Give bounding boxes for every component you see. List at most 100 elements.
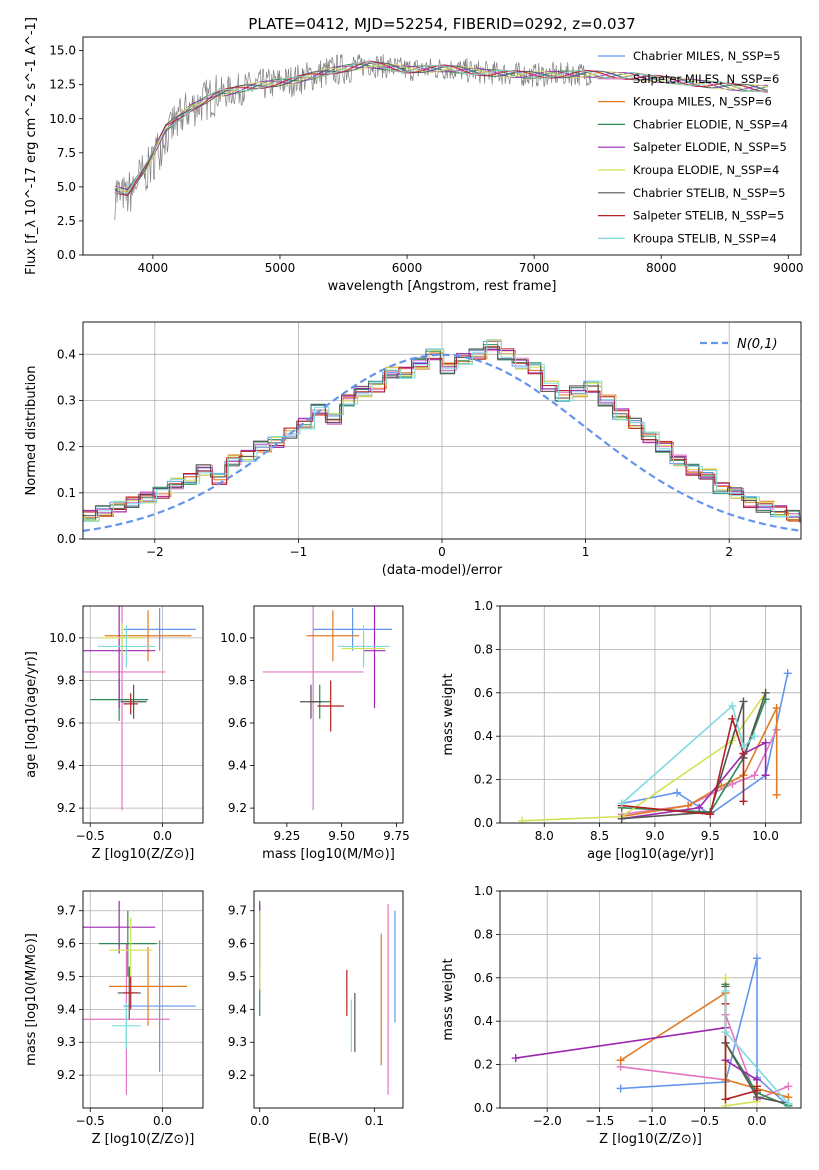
x-tick-label: 0.0 [153, 1114, 172, 1128]
plot-area [83, 606, 196, 811]
y-tick-label: 0.8 [474, 642, 493, 656]
mass-weight-series [621, 704, 756, 805]
y-tick-label: 0.2 [474, 773, 493, 787]
x-tick-label: −2.0 [533, 1114, 562, 1128]
axes-frame [253, 890, 404, 1109]
data-point-marker [772, 703, 781, 712]
histogram-series [83, 339, 801, 521]
y-tick-label: 10.0 [220, 631, 247, 645]
axes-frame [82, 890, 204, 1109]
y-tick-label: 9.2 [57, 1068, 76, 1082]
data-point-marker [721, 973, 730, 982]
y-tick-label: 0.4 [474, 729, 493, 743]
data-point-marker [750, 771, 759, 780]
y-tick-label: 0.0 [57, 532, 76, 546]
x-axis-label: E(B-V) [308, 1132, 348, 1147]
y-tick-label: 9.2 [228, 801, 247, 815]
y-tick-label: 9.2 [228, 1068, 247, 1082]
plot-area [83, 900, 196, 1095]
data-point-marker [684, 801, 693, 810]
panel-spectrum: 4000 5000 6000 7000 8000 9000 0.0 2.5 5.0 7.5 10.0… [24, 15, 804, 294]
y-tick-label: 0.3 [57, 393, 76, 407]
legend-entry: Chabrier STELIB, N_SSP=5 [633, 186, 785, 200]
y-tick-label: 9.3 [228, 1035, 247, 1049]
plot-area [518, 669, 792, 823]
x-axis-label: Z [log10(Z/Z⊙)] [92, 847, 195, 862]
y-tick-label: 0.0 [474, 816, 493, 830]
y-tick-label: 0.1 [57, 486, 76, 500]
data-point-marker [761, 688, 770, 697]
panel-mass-vs-Z: −0.5 0.0 9.2 9.3 9.4 9.5 9.6 9.7 Z [log10(Z/Z⊙)]… [24, 890, 204, 1147]
x-tick-label: 0.1 [365, 1114, 384, 1128]
x-axis-label: mass [log10(M/M⊙)] [262, 847, 395, 862]
data-point-marker [721, 1028, 730, 1037]
axes-frame [82, 321, 802, 540]
x-axis-label: age [log10(age/yr)] [587, 847, 714, 862]
data-point-marker [721, 986, 730, 995]
histogram-series [83, 346, 801, 525]
histogram-series [83, 339, 801, 522]
x-tick-label: 9.25 [274, 829, 301, 843]
x-tick-label: 1 [582, 545, 590, 559]
y-tick-label: 7.5 [57, 146, 76, 160]
y-tick-label: 0.2 [57, 440, 76, 454]
data-spectrum-line [114, 54, 592, 221]
data-point-marker [784, 1099, 793, 1108]
histogram-series [83, 340, 801, 522]
x-axis-label: wavelength [Angstrom, rest frame] [328, 279, 557, 294]
y-tick-label: 0.0 [474, 1101, 493, 1115]
data-point-marker [739, 743, 748, 752]
x-tick-label: 8000 [646, 261, 677, 275]
y-tick-label: 9.6 [228, 716, 247, 730]
panel-age-vs-Z: −0.5 0.0 9.2 9.4 9.6 9.8 10.0 Z [log10(Z/Z⊙)] ag… [24, 605, 204, 862]
legend-entry: Kroupa STELIB, N_SSP=4 [633, 231, 777, 245]
model-spectrum-line [114, 63, 769, 194]
axes-frame [253, 605, 404, 824]
data-point-marker [721, 1095, 730, 1104]
axes-frame [499, 605, 802, 824]
data-point-marker [739, 697, 748, 706]
y-tick-label: 2.5 [57, 214, 76, 228]
histogram-series [83, 347, 801, 523]
legend: N(0,1) [700, 337, 778, 352]
histogram-series [83, 349, 801, 527]
x-tick-label: 9.75 [383, 829, 410, 843]
data-point-marker [784, 1082, 793, 1091]
y-tick-label: 9.3 [57, 1035, 76, 1049]
data-point-marker [772, 790, 781, 799]
x-tick-label: −2 [146, 545, 164, 559]
plot-area [114, 54, 769, 221]
x-tick-label: 7000 [519, 261, 550, 275]
panel-residuals: −2 −1 0 1 2 0.0 0.1 0.2 0.3 0.4 (data-model)/error… [24, 321, 802, 578]
x-tick-label: −1 [290, 545, 308, 559]
x-axis-label: Z [log10(Z/Z⊙)] [92, 1132, 195, 1147]
y-axis-label: Normed distribution [24, 366, 39, 496]
y-tick-label: 9.6 [228, 937, 247, 951]
y-axis-label: mass weight [441, 673, 456, 755]
y-tick-label: 0.2 [474, 1058, 493, 1072]
y-axis-label: mass [log10(M/M⊙)] [24, 933, 39, 1066]
x-tick-label: −0.5 [76, 829, 105, 843]
x-tick-label: 9.5 [701, 829, 720, 843]
y-axis-label: age [log10(age/yr)] [24, 651, 39, 778]
mass-weight-series [621, 729, 778, 816]
plot-area [262, 606, 393, 811]
y-tick-label: 0.4 [474, 1014, 493, 1028]
y-tick-label: 9.6 [57, 716, 76, 730]
y-axis-label: mass weight [441, 958, 456, 1040]
x-tick-label: 6000 [392, 261, 423, 275]
x-tick-label: 0 [438, 545, 446, 559]
data-point-marker [752, 954, 761, 963]
data-point-marker [617, 799, 626, 808]
panel-mass-weight-vs-Z: −2.0 −1.5 −1.0 −0.5 0.0 0.0 0.2 0.4 0.6 0.8 1.0 Z [… [441, 884, 802, 1147]
x-axis-label: (data-model)/error [382, 563, 503, 578]
plot-area [511, 954, 793, 1108]
data-point-marker [750, 732, 759, 741]
plot-area [83, 339, 801, 532]
data-point-marker [617, 814, 626, 823]
legend-entry: Chabrier MILES, N_SSP=5 [633, 49, 780, 63]
model-spectrum-line [114, 61, 769, 194]
y-tick-label: 9.5 [57, 969, 76, 983]
data-point-marker [752, 1082, 761, 1091]
legend-entry: N(0,1) [737, 337, 778, 352]
